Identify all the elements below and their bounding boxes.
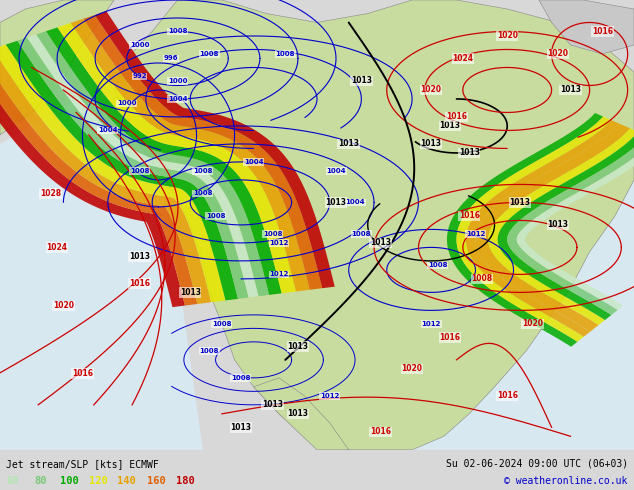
Text: 1013: 1013 (560, 85, 581, 95)
Text: 1016: 1016 (458, 211, 480, 220)
Polygon shape (17, 38, 249, 299)
Text: 1013: 1013 (509, 198, 531, 207)
Text: 1028: 1028 (40, 189, 61, 198)
Text: 1000: 1000 (130, 42, 149, 48)
Text: 80: 80 (35, 476, 48, 486)
Text: 1004: 1004 (327, 168, 346, 174)
Text: 1012: 1012 (269, 271, 288, 277)
Text: 60: 60 (6, 476, 19, 486)
Polygon shape (498, 132, 634, 320)
Text: 1013: 1013 (547, 220, 569, 229)
Text: 1020: 1020 (547, 49, 569, 58)
Polygon shape (456, 117, 611, 342)
Text: 1008: 1008 (206, 213, 225, 219)
Text: 992: 992 (133, 74, 146, 79)
Polygon shape (488, 128, 634, 325)
Text: 1008: 1008 (168, 28, 187, 34)
Text: 1004: 1004 (168, 96, 187, 102)
Text: 1008: 1008 (193, 191, 212, 196)
Text: 1012: 1012 (320, 393, 339, 399)
Polygon shape (539, 0, 634, 54)
Text: 1020: 1020 (53, 301, 74, 310)
Text: 996: 996 (164, 55, 178, 61)
Text: 1020: 1020 (522, 319, 543, 328)
Text: 1013: 1013 (287, 409, 309, 418)
Text: 1020: 1020 (420, 85, 442, 95)
Polygon shape (0, 0, 114, 135)
Text: 1013: 1013 (179, 288, 201, 297)
Text: 1012: 1012 (422, 321, 441, 327)
Polygon shape (0, 49, 211, 304)
Polygon shape (95, 11, 335, 288)
Text: 1008: 1008 (428, 262, 447, 269)
Text: 1008: 1008 (193, 168, 212, 174)
Text: 1008: 1008 (352, 231, 371, 237)
Text: © weatheronline.co.uk: © weatheronline.co.uk (504, 476, 628, 486)
Text: 1013: 1013 (230, 423, 252, 432)
Polygon shape (27, 34, 259, 297)
Polygon shape (6, 41, 238, 300)
Text: 1008: 1008 (276, 51, 295, 57)
Polygon shape (476, 123, 630, 332)
Polygon shape (58, 23, 296, 294)
Text: 1013: 1013 (439, 122, 461, 130)
Polygon shape (466, 120, 619, 337)
Polygon shape (36, 31, 269, 296)
Text: 1016: 1016 (496, 392, 518, 400)
Polygon shape (254, 378, 349, 450)
Text: 100: 100 (60, 476, 79, 486)
Text: 1013: 1013 (129, 252, 150, 261)
Text: 1016: 1016 (72, 369, 93, 378)
Text: 1008: 1008 (212, 321, 231, 327)
Polygon shape (0, 45, 226, 302)
Text: 1013: 1013 (325, 198, 347, 207)
Polygon shape (0, 99, 203, 450)
Text: 1008: 1008 (471, 274, 493, 283)
Text: 1000: 1000 (117, 100, 136, 106)
Text: 1016: 1016 (439, 333, 461, 342)
Text: 1013: 1013 (287, 342, 309, 351)
Text: 1008: 1008 (231, 375, 250, 381)
Text: 1004: 1004 (98, 127, 117, 133)
Text: 1020: 1020 (401, 365, 423, 373)
Text: 1013: 1013 (458, 148, 480, 157)
Text: 1013: 1013 (370, 239, 391, 247)
Polygon shape (71, 19, 310, 292)
Text: 1013: 1013 (351, 76, 372, 85)
Polygon shape (0, 57, 185, 307)
Text: 180: 180 (176, 476, 195, 486)
Text: 1008: 1008 (200, 348, 219, 354)
Text: 1013: 1013 (420, 140, 442, 148)
Text: 140: 140 (117, 476, 136, 486)
Text: 1020: 1020 (496, 31, 518, 41)
Text: 120: 120 (89, 476, 108, 486)
Polygon shape (114, 0, 634, 450)
Text: 1004: 1004 (346, 199, 365, 205)
Text: 1012: 1012 (466, 231, 485, 237)
Text: 1016: 1016 (370, 427, 391, 436)
Text: 1012: 1012 (269, 240, 288, 246)
Text: 1016: 1016 (129, 279, 150, 288)
Polygon shape (507, 135, 634, 315)
Polygon shape (0, 53, 197, 306)
Polygon shape (46, 27, 281, 295)
Text: 1000: 1000 (168, 78, 187, 84)
Text: 1013: 1013 (262, 400, 283, 409)
Text: 1004: 1004 (244, 159, 263, 165)
Text: Su 02-06-2024 09:00 UTC (06+03): Su 02-06-2024 09:00 UTC (06+03) (446, 459, 628, 468)
Polygon shape (517, 139, 634, 310)
Text: 1024: 1024 (452, 54, 474, 63)
Text: 1008: 1008 (130, 168, 149, 174)
Text: 1024: 1024 (46, 243, 68, 252)
Text: 160: 160 (147, 476, 166, 486)
Polygon shape (412, 180, 634, 450)
Text: Jet stream/SLP [kts] ECMWF: Jet stream/SLP [kts] ECMWF (6, 459, 159, 468)
Polygon shape (447, 113, 603, 347)
Polygon shape (84, 15, 322, 290)
Text: 1008: 1008 (263, 231, 282, 237)
Text: 1016: 1016 (592, 27, 613, 36)
Text: 1008: 1008 (200, 51, 219, 57)
Text: 1016: 1016 (446, 112, 467, 122)
Text: 1013: 1013 (338, 140, 359, 148)
